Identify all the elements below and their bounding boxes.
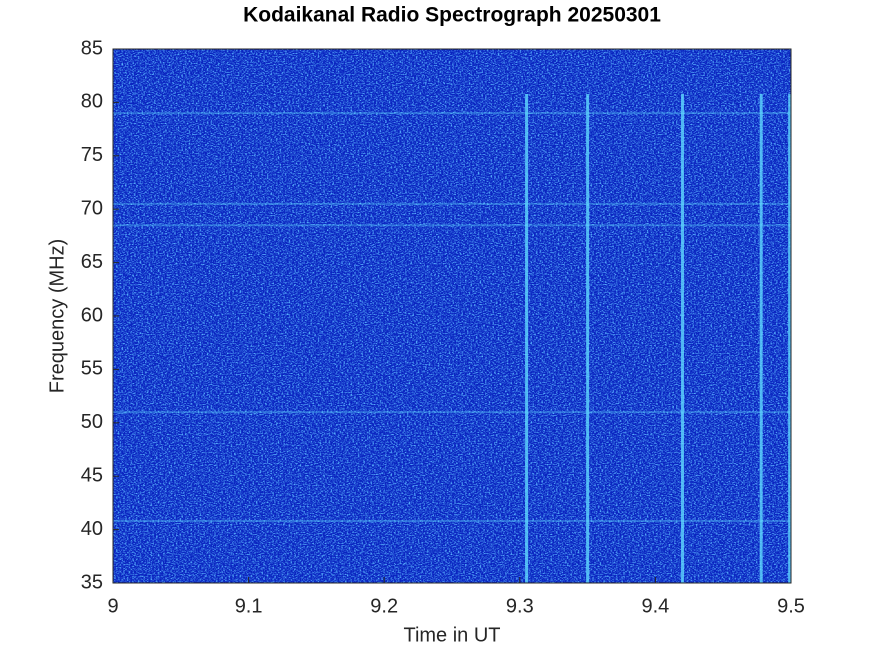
y-tick-label: 70 (81, 197, 103, 219)
x-tick-label: 9.4 (641, 595, 669, 617)
x-axis-label: Time in UT (403, 624, 500, 646)
chart-title: Kodaikanal Radio Spectrograph 20250301 (243, 4, 661, 27)
y-tick-label: 50 (81, 411, 103, 433)
x-tick-label: 9.5 (777, 595, 805, 617)
x-tick-label: 9.3 (506, 595, 534, 617)
y-tick-label: 60 (81, 304, 103, 326)
x-tick-label: 9.1 (235, 595, 263, 617)
y-tick-label: 55 (81, 358, 103, 380)
y-tick-label: 75 (81, 144, 103, 166)
y-tick-label: 45 (81, 464, 103, 486)
y-axis-label: Frequency (MHz) (46, 239, 68, 393)
x-tick-label: 9 (107, 595, 118, 617)
y-tick-label: 35 (81, 571, 103, 593)
y-tick-label: 40 (81, 518, 103, 540)
spectrogram-noise (113, 49, 791, 583)
y-tick-label: 65 (81, 251, 103, 273)
y-tick-label: 80 (81, 91, 103, 113)
x-tick-label: 9.2 (370, 595, 398, 617)
y-tick-label: 85 (81, 37, 103, 59)
